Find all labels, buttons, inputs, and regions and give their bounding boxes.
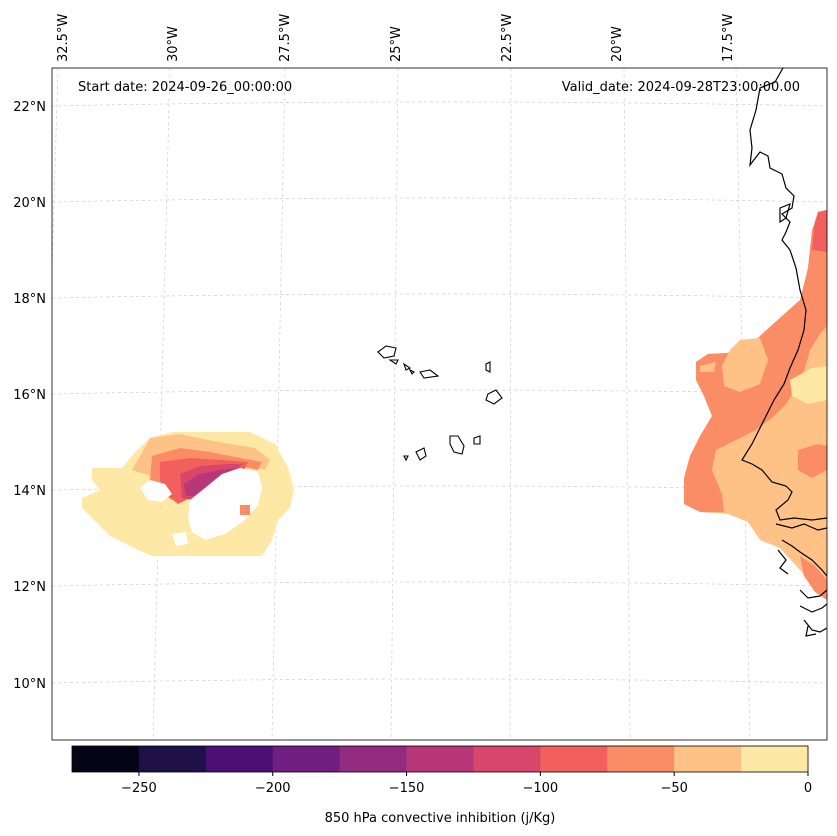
- longitude-labels: 32.5°W 30°W 27.5°W 25°W 22.5°W 20°W 17.5…: [56, 14, 736, 62]
- start-date-label: Start date: 2024-09-26_00:00:00: [78, 80, 292, 95]
- coastline: [741, 68, 827, 637]
- colorbar-tick-label: −250: [121, 781, 157, 796]
- lat-label-22n: 22°N: [13, 100, 46, 115]
- lat-label-16n: 16°N: [13, 388, 46, 403]
- colorbar-tick-label: −100: [523, 781, 559, 796]
- colorbar-tick-label: −200: [255, 781, 291, 796]
- colorbar-tick-label: −150: [389, 781, 425, 796]
- colorbar-tick-label: −50: [660, 781, 687, 796]
- lat-label-18n: 18°N: [13, 292, 46, 307]
- valid-date-label: Valid_date: 2024-09-28T23:00:00.00: [562, 80, 800, 95]
- colorbar: −250 −200 −150 −100 −50 0 850 hPa convective …: [71, 745, 812, 826]
- map-frame: [51, 67, 828, 741]
- map-area: [52, 68, 827, 740]
- lon-label-22-5w: 22.5°W: [500, 14, 515, 62]
- colorbar-cell: [205, 746, 274, 772]
- lat-label-10n: 10°N: [13, 677, 46, 692]
- colorbar-cell: [607, 746, 675, 772]
- lon-label-17-5w: 17.5°W: [721, 14, 736, 62]
- lat-label-14n: 14°N: [13, 484, 46, 499]
- latitude-labels: 22°N 20°N 18°N 16°N 14°N 12°N 10°N: [13, 100, 46, 692]
- lon-label-30w: 30°W: [166, 26, 181, 62]
- cin-field-west: [82, 432, 294, 556]
- lon-label-20w: 20°W: [610, 26, 625, 62]
- colorbar-tick-label: 0: [804, 781, 812, 796]
- lon-label-25w: 25°W: [389, 26, 404, 62]
- colorbar-title: 850 hPa convective inhibition (j/Kg): [325, 811, 556, 826]
- lon-label-32-5w: 32.5°W: [56, 14, 71, 62]
- cape-verde-islands: [377, 345, 503, 462]
- colorbar-cell: [72, 746, 140, 772]
- lat-label-20n: 20°N: [13, 196, 46, 211]
- colorbar-frame: [71, 745, 809, 773]
- colorbar-cell: [272, 746, 341, 772]
- colorbar-cell: [339, 746, 408, 772]
- colorbar-cell: [674, 746, 742, 772]
- colorbar-cell: [406, 746, 474, 772]
- colorbar-cell: [741, 746, 809, 772]
- lon-label-27-5w: 27.5°W: [278, 14, 293, 62]
- lat-label-12n: 12°N: [13, 580, 46, 595]
- colorbar-cell: [540, 746, 608, 772]
- cin-field-east: [684, 210, 827, 600]
- colorbar-cell: [138, 746, 207, 772]
- colorbar-cell: [473, 746, 541, 772]
